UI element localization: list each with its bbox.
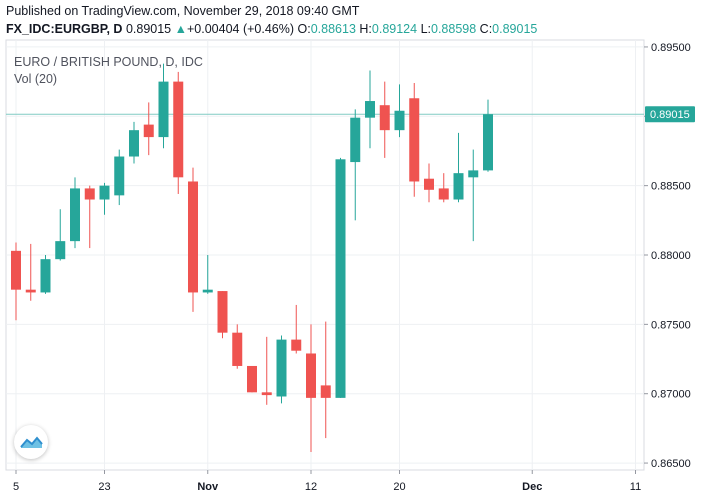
candle-body (335, 159, 346, 398)
x-tick-label: 12 (305, 481, 317, 493)
candle (99, 182, 110, 215)
published-line: Published on TradingView.com, November 2… (6, 4, 360, 18)
candle-body (468, 170, 479, 178)
candle-body (40, 259, 51, 293)
candle (173, 71, 184, 194)
x-tick-label: 20 (393, 481, 405, 493)
x-tick-label: 11 (630, 481, 641, 493)
candle (453, 132, 464, 203)
close-value: 0.89015 (492, 22, 538, 36)
candle (379, 81, 390, 158)
candle-body (217, 291, 228, 333)
symbol-label: FX_IDC:EURGBP, D (6, 22, 123, 36)
x-tick-label: 5 (13, 481, 19, 493)
candle (261, 336, 272, 405)
x-tick-label: Dec (522, 481, 542, 493)
candle-body (129, 130, 139, 157)
candle (40, 255, 51, 294)
high-value: 0.89124 (371, 22, 418, 36)
candle-body (438, 188, 449, 200)
candle-body (483, 114, 493, 171)
candle (320, 321, 331, 439)
candle (291, 304, 302, 354)
candle-body (143, 124, 154, 138)
candle-body (276, 339, 287, 397)
candle-body (247, 365, 257, 393)
candle (129, 121, 139, 164)
candle-body (306, 353, 316, 398)
candle (158, 63, 169, 149)
x-tick-label: 23 (98, 481, 110, 493)
candle-body (320, 385, 331, 398)
last-price-tag (645, 106, 695, 123)
last-price: 0.89015 (125, 22, 172, 36)
change-up-icon: ▲ (174, 22, 187, 36)
candle (468, 149, 479, 242)
low-label: L: (420, 22, 431, 36)
y-tick-label: 0.86500 (651, 458, 691, 470)
candle-body (291, 339, 302, 351)
symbol-info-bar: FX_IDC:EURGBP, D 0.89015 ▲+0.00404 (+0.4… (6, 22, 537, 36)
close-label: C: (479, 22, 493, 36)
low-value: 0.88598 (431, 22, 477, 36)
candle (438, 173, 449, 203)
x-tick-label: Nov (197, 481, 219, 493)
candle-body (409, 98, 420, 182)
chart-subtitle: Vol (20) (14, 72, 57, 86)
candle (483, 99, 493, 172)
candle-body (173, 81, 184, 178)
candle-body (379, 105, 390, 131)
candle (84, 185, 95, 249)
candle-body (232, 332, 243, 366)
y-tick-label: 0.88000 (651, 250, 691, 262)
candle-body (84, 188, 95, 200)
chart-title: EURO / BRITISH POUND, D, IDC (14, 55, 203, 69)
candle-body (70, 188, 80, 242)
candle (394, 84, 405, 138)
candle (11, 242, 21, 321)
open-label: O: (297, 22, 311, 36)
y-tick-label: 0.89500 (651, 42, 691, 54)
candle (55, 209, 66, 261)
candle (276, 335, 287, 404)
candle (335, 157, 346, 398)
tradingview-cloud-icon[interactable] (14, 425, 48, 459)
candle-body (365, 101, 375, 118)
candle (232, 324, 243, 369)
change-value: +0.00404 (+0.46%) (187, 22, 295, 36)
candle-body (424, 178, 434, 190)
candle-body (25, 289, 36, 293)
candle-body (453, 173, 464, 200)
y-tick-label: 0.88500 (651, 181, 691, 193)
candle-body (158, 81, 169, 138)
candle-body (11, 250, 21, 290)
candle (25, 243, 36, 301)
candle (202, 255, 213, 294)
last-price-tag-label: 0.89015 (650, 109, 690, 121)
candle-body (114, 156, 125, 196)
candle (188, 167, 198, 312)
candle (306, 324, 316, 452)
candle (143, 102, 154, 156)
candle (70, 177, 80, 249)
candle (365, 70, 375, 149)
candle (424, 163, 434, 203)
candle-body (188, 181, 198, 293)
candle-body (99, 185, 110, 200)
y-tick-label: 0.87000 (651, 389, 691, 401)
candle (350, 109, 361, 221)
candle (217, 291, 228, 339)
y-tick-label: 0.87500 (651, 319, 691, 331)
candle-body (350, 117, 361, 163)
candle-body (394, 110, 405, 131)
candle (114, 149, 125, 206)
candle-body (202, 289, 213, 293)
candle (247, 365, 257, 393)
high-label: H: (359, 22, 372, 36)
candle (409, 83, 420, 197)
candle-body (55, 241, 66, 260)
candle-body (261, 392, 272, 396)
open-value: 0.88613 (310, 22, 356, 36)
